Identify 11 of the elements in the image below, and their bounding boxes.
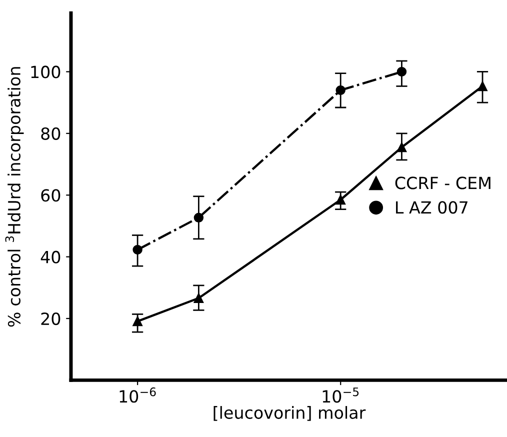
x-axis-title: [leucovorin] molar xyxy=(214,406,366,421)
legend-label: L AZ 007 xyxy=(396,201,468,214)
y-tick-label: 60 xyxy=(41,189,60,202)
y-tick-label: 20 xyxy=(41,312,60,326)
y-tick-label: 40 xyxy=(40,250,60,264)
y-axis-title: % control $^{3}$HdUrd incorporation xyxy=(5,67,24,327)
y-tick-label: 100 xyxy=(31,66,60,78)
legend-label: CCRF - CEM xyxy=(395,176,490,190)
x-tick-label: 10$^{−5}$ xyxy=(322,388,359,403)
x-tick-label: 10$^{−6}$ xyxy=(120,387,156,403)
y-tick-label: 80 xyxy=(41,127,60,140)
